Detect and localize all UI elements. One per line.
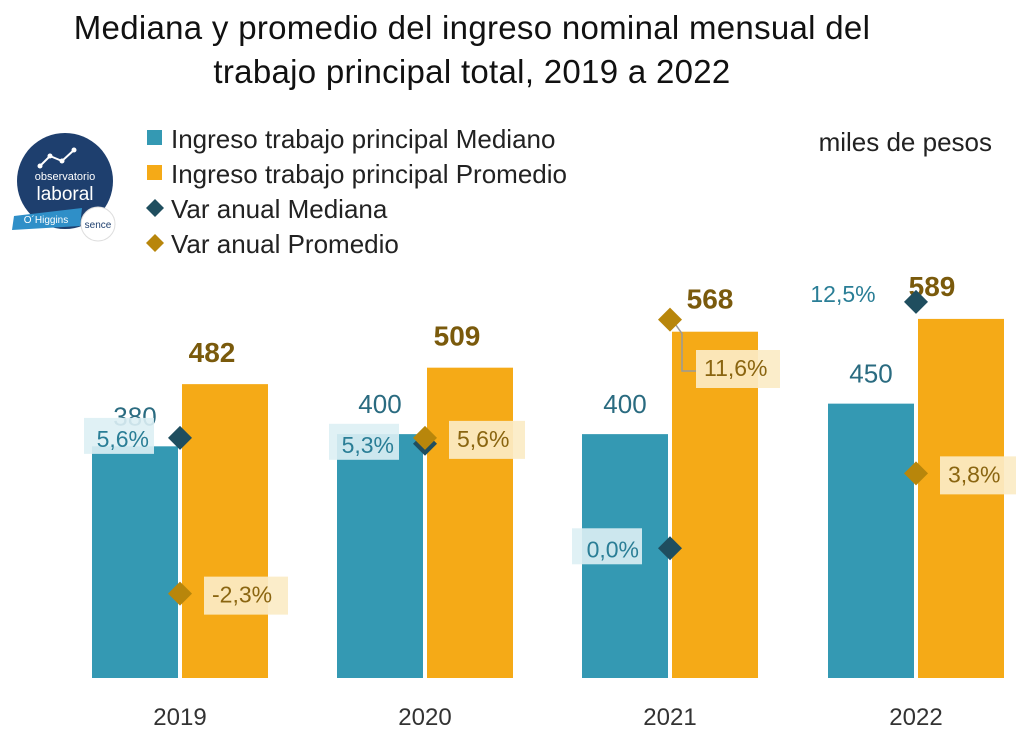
label-box-var-promedio: [940, 456, 1016, 495]
marker-var-promedio: [658, 307, 682, 332]
data-label-promedio: 509: [434, 321, 481, 352]
label-box-var-promedio: [449, 420, 525, 459]
leader-line: [671, 319, 696, 372]
data-label-promedio: 568: [687, 284, 734, 315]
data-label-var-mediana: 5,6%: [97, 426, 149, 452]
chart-title-line1: Mediana y promedio del ingreso nominal m…: [73, 9, 871, 46]
bar-promedio: [918, 318, 1004, 678]
units-label: miles de pesos: [818, 127, 992, 157]
legend-label: Ingreso trabajo principal Promedio: [171, 159, 567, 189]
bar-promedio: [672, 331, 758, 678]
data-label-mediano: 450: [849, 359, 892, 389]
data-label-var-promedio: -2,3%: [212, 582, 272, 608]
legend-label: Var anual Mediana: [171, 194, 388, 224]
observatorio-laboral-logo: observatorio laboral O´Higgins sence: [12, 133, 116, 242]
data-label-var-mediana: 0,0%: [587, 536, 639, 562]
marker-var-mediana: [168, 425, 192, 450]
marker-var-mediana: [658, 536, 682, 561]
label-box-var-promedio: [204, 576, 288, 615]
legend-label: Ingreso trabajo principal Mediano: [171, 124, 556, 154]
x-tick-label: 2022: [889, 704, 942, 731]
data-label-promedio: 482: [189, 337, 236, 368]
legend-diamond-icon: [146, 199, 164, 217]
legend-square-icon: [147, 130, 162, 145]
data-label-var-promedio: 5,6%: [457, 426, 509, 452]
logo-region: O´Higgins: [24, 214, 68, 226]
label-box-var-mediana: [329, 423, 399, 460]
logo-brand: sence: [85, 220, 112, 231]
label-box-var-mediana: [84, 417, 154, 454]
x-tick-label: 2019: [153, 704, 206, 731]
bar-mediano: [337, 434, 423, 678]
data-label-mediano: 400: [603, 389, 646, 419]
logo-line2: laboral: [36, 184, 93, 205]
logo-line1: observatorio: [35, 171, 96, 183]
bar-mediano: [828, 403, 914, 678]
marker-var-promedio: [168, 581, 192, 606]
legend-diamond-icon: [146, 234, 164, 252]
chart-title-line2: trabajo principal total, 2019 a 2022: [213, 53, 731, 90]
marker-var-promedio: [413, 425, 437, 450]
data-label-var-mediana: 5,3%: [342, 432, 394, 458]
legend-square-icon: [147, 165, 162, 180]
chart-title: Mediana y promedio del ingreso nominal m…: [0, 6, 944, 94]
label-box-var-mediana: [572, 528, 642, 565]
data-label-mediano: 400: [358, 389, 401, 419]
bar-promedio: [427, 367, 513, 678]
label-box-var-promedio: [696, 350, 780, 388]
data-label-var-mediana: 12,5%: [810, 281, 875, 307]
marker-var-mediana: [904, 289, 928, 314]
x-tick-label: 2021: [643, 704, 696, 731]
bar-mediano: [92, 446, 178, 678]
legend-label: Var anual Promedio: [171, 229, 399, 259]
x-tick-label: 2020: [398, 704, 451, 731]
data-label-var-promedio: 11,6%: [704, 355, 768, 381]
marker-var-promedio: [904, 461, 928, 486]
bar-promedio: [182, 384, 268, 678]
data-label-var-promedio: 3,8%: [948, 461, 1000, 487]
